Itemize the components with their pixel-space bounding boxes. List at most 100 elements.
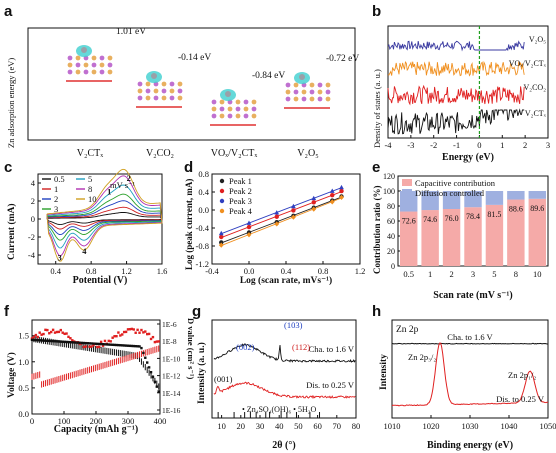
d-value-discharge (61, 340, 64, 343)
d-value-discharge (73, 341, 76, 344)
panel-label-c: c (4, 159, 12, 176)
legend-unit: mV s⁻¹ (110, 180, 136, 190)
bar-capacitive (485, 204, 504, 266)
bar-diffusion (464, 191, 482, 208)
y-tick-label: 120 (383, 172, 395, 181)
y-axis-label: Voltage (V) (6, 352, 17, 398)
d-value-discharge (94, 342, 97, 345)
slab-atom (309, 96, 315, 102)
y-axis-label: Zn adsorption energy (eV) (6, 58, 16, 148)
d-value-charge (149, 337, 153, 341)
peak-annotation: (001) (214, 374, 233, 384)
legend-label: Diffusion controlled (415, 188, 485, 198)
panel-label-a: a (4, 3, 13, 20)
d-value-discharge (34, 338, 38, 342)
legend-label: Peak 2 (229, 186, 252, 196)
x-tick-label: -1 (453, 140, 460, 150)
y-tick-label: 60 (387, 217, 395, 226)
data-point (274, 210, 280, 215)
x-axis-label: Binding energy (eV) (427, 440, 513, 451)
y-tick-label: 0.4 (198, 187, 209, 197)
x-tick-label: 5 (492, 269, 496, 279)
bar-capacitive (400, 211, 418, 266)
d-value-discharge (92, 342, 95, 345)
d-value-charge (140, 328, 143, 332)
x-tick-label: -4 (384, 140, 392, 150)
d-value-charge (67, 335, 70, 339)
bar-value-label: 81.5 (487, 210, 501, 219)
d-value-charge (84, 345, 87, 348)
chart-title: Zn 2p (396, 325, 419, 335)
legend-label: 10 (88, 194, 97, 204)
d-value-discharge (155, 385, 158, 388)
d-value-discharge (122, 344, 126, 347)
legend-swatch (402, 189, 412, 196)
plot-frame (211, 319, 357, 419)
d-value-discharge (86, 342, 89, 345)
y-tick-label: -0.4 (196, 223, 210, 233)
peak-annotation: (002) (236, 342, 255, 352)
data-point (274, 214, 279, 219)
adsorption-energy-label: -0.14 eV (178, 53, 211, 63)
bar-diffusion (528, 191, 546, 199)
x-tick-label: 3 (471, 269, 475, 279)
panel-label-b: b (372, 3, 381, 20)
slab-atom (317, 82, 323, 88)
bar-capacitive (507, 199, 525, 266)
reference-label: • Zn₄SO₄(OH)₆ • 5H₂O (242, 405, 317, 414)
x-tick-label: 0 (477, 140, 481, 150)
d-value-discharge (32, 338, 36, 342)
xrd-pattern-discharge (213, 381, 356, 400)
slab-atom (75, 69, 81, 75)
data-point (311, 195, 317, 201)
legend-label: Peak 4 (229, 206, 253, 216)
x-tick-label: 2 (449, 269, 453, 279)
slab-atom (91, 62, 97, 68)
slab-atom (161, 81, 167, 87)
y-tick-label: 0.0 (18, 409, 29, 419)
series-label: V₂O₅ (529, 35, 546, 44)
data-point (339, 188, 344, 194)
bar-diffusion (400, 191, 418, 212)
y-tick-label-right: 1E-16 (162, 406, 181, 415)
peak-annotation: (112) (292, 342, 310, 352)
slab-atom (107, 62, 113, 68)
adsorption-energy-label: 1.01 eV (116, 27, 146, 37)
legend-label: Peak 1 (229, 176, 252, 186)
peak-annotation: (103) (284, 320, 303, 330)
d-value-discharge (40, 339, 43, 342)
x-tick-label: 1030 (462, 421, 479, 431)
slab-atom (91, 69, 97, 75)
fit-line (221, 191, 342, 238)
series-label: VOₓ/V₂CTₓ (509, 59, 547, 68)
slab-atom (75, 55, 81, 61)
slab-atom (177, 81, 183, 87)
slab-atom (99, 62, 105, 68)
slab-atom (235, 99, 241, 105)
x-tick-label: 20 (237, 421, 246, 431)
x-tick-label: 0.8 (86, 266, 97, 276)
slab-atom (99, 55, 105, 61)
d-value-discharge (115, 343, 118, 347)
legend-marker (219, 208, 225, 214)
d-value-discharge (98, 342, 101, 346)
d-value-charge (144, 330, 147, 333)
y-tick-label: 0.5 (18, 383, 29, 393)
slab-atom (309, 89, 315, 95)
slab-atom (177, 95, 183, 101)
y-tick-label: 0.8 (198, 169, 209, 179)
d-value-charge (146, 332, 149, 336)
x-tick-label: 1020 (423, 421, 440, 431)
slab-atom (211, 106, 217, 112)
slab-atom (145, 81, 151, 87)
slab-atom (301, 89, 307, 95)
slab-atom (285, 82, 291, 88)
slab-atom (211, 113, 217, 119)
slab-atom (325, 82, 331, 88)
d-value-discharge (153, 380, 157, 384)
d-value-charge (51, 328, 55, 332)
d-value-discharge (105, 343, 109, 346)
category-label: V₂CTₓ (77, 148, 103, 159)
series-label: V₂CTₓ (525, 109, 547, 118)
x-tick-label: 0.4 (50, 266, 61, 276)
